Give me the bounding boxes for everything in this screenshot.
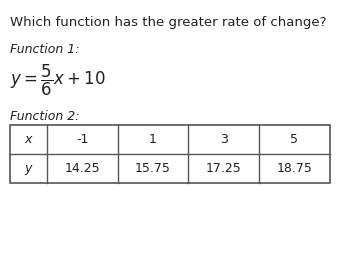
Text: 17.25: 17.25	[206, 162, 242, 175]
Text: 3: 3	[220, 133, 228, 146]
Text: 5: 5	[290, 133, 299, 146]
Text: y: y	[25, 162, 32, 175]
Text: 14.25: 14.25	[64, 162, 100, 175]
Text: 1: 1	[149, 133, 157, 146]
Text: Function 2:: Function 2:	[10, 110, 79, 123]
Bar	[10, 125, 330, 183]
Text: $y = \dfrac{5}{6}x + 10$: $y = \dfrac{5}{6}x + 10$	[10, 63, 106, 98]
Text: 18.75: 18.75	[276, 162, 313, 175]
Text: 15.75: 15.75	[135, 162, 171, 175]
Text: Which function has the greater rate of change?: Which function has the greater rate of c…	[10, 16, 326, 29]
Text: x: x	[25, 133, 32, 146]
Text: Function 1:: Function 1:	[10, 43, 79, 56]
Text: -1: -1	[76, 133, 88, 146]
